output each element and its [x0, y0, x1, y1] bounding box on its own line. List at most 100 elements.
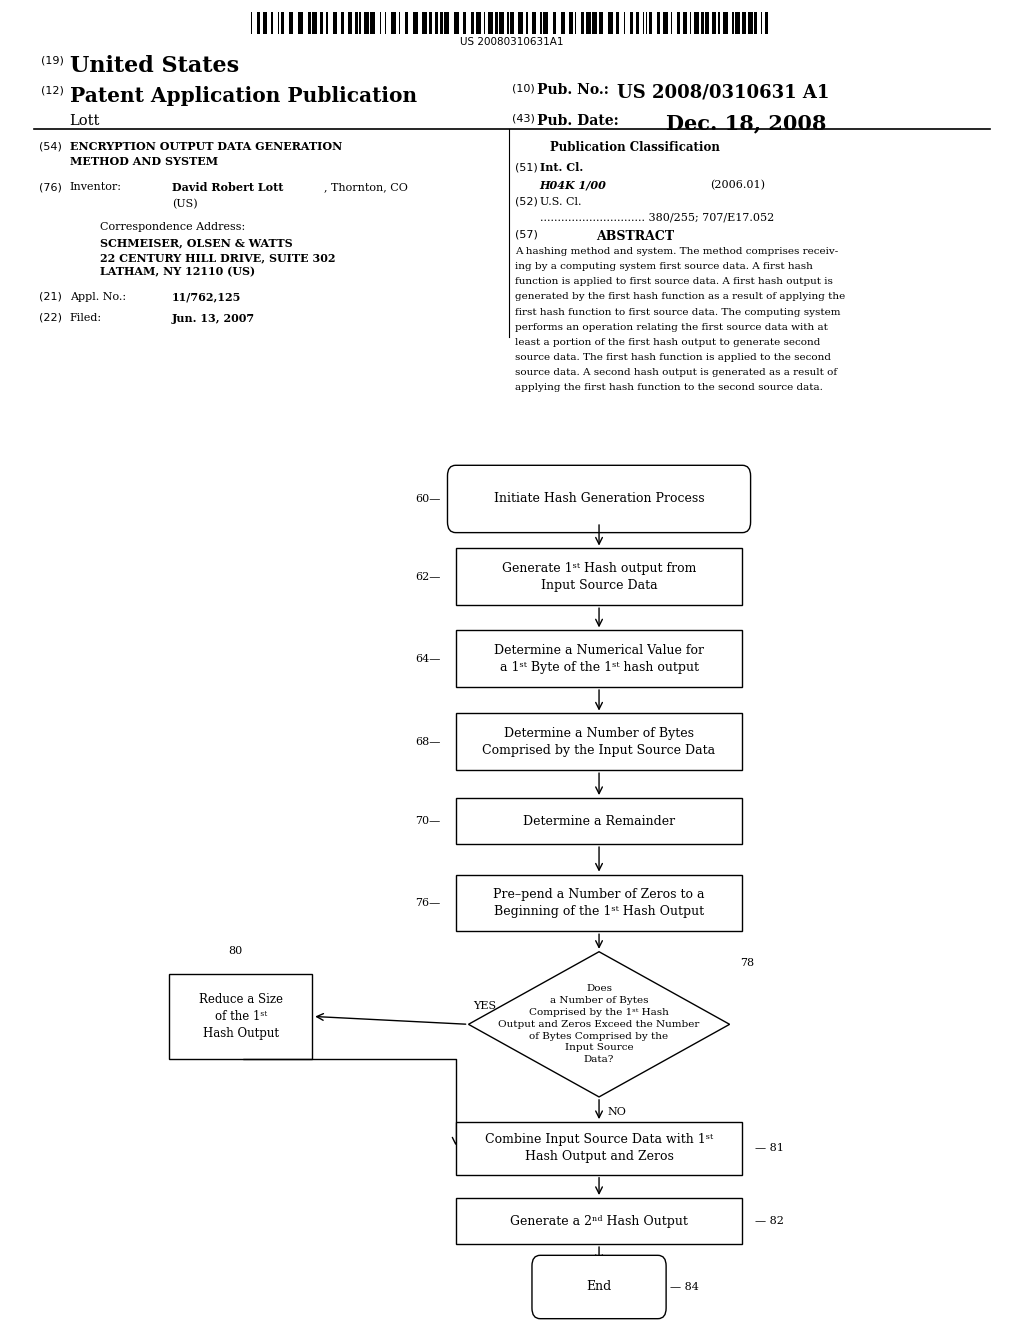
- Text: ing by a computing system first source data. A first hash: ing by a computing system first source d…: [515, 261, 813, 271]
- Bar: [761, 12, 762, 34]
- Bar: [748, 12, 753, 34]
- Text: source data. The first hash function is applied to the second: source data. The first hash function is …: [515, 354, 831, 362]
- Bar: [690, 12, 691, 34]
- Text: 62—: 62—: [415, 572, 440, 582]
- Bar: [656, 12, 659, 34]
- Bar: [413, 12, 418, 34]
- Text: (43): (43): [512, 114, 535, 124]
- Bar: [348, 12, 351, 34]
- Text: (2006.01): (2006.01): [710, 180, 765, 190]
- Text: Jun. 13, 2007: Jun. 13, 2007: [172, 313, 255, 323]
- Text: LATHAM, NY 12110 (US): LATHAM, NY 12110 (US): [100, 267, 255, 277]
- Bar: [663, 12, 668, 34]
- Bar: [371, 12, 375, 34]
- Text: US 20080310631A1: US 20080310631A1: [460, 37, 564, 48]
- Text: (54): (54): [39, 141, 61, 152]
- FancyBboxPatch shape: [447, 465, 751, 532]
- Bar: [439, 12, 442, 34]
- Text: U.S. Cl.: U.S. Cl.: [540, 197, 582, 207]
- Text: US 2008/0310631 A1: US 2008/0310631 A1: [617, 83, 829, 102]
- Bar: [755, 12, 758, 34]
- Bar: [341, 12, 344, 34]
- Text: Inventor:: Inventor:: [70, 182, 122, 193]
- Bar: [429, 12, 432, 34]
- Text: Does
a Number of Bytes
Comprised by the 1ˢᵗ Hash
Output and Zeros Exceed the Num: Does a Number of Bytes Comprised by the …: [499, 985, 699, 1064]
- Bar: [526, 12, 527, 34]
- Bar: [592, 12, 597, 34]
- Text: (12): (12): [41, 86, 63, 96]
- Text: Lott: Lott: [70, 114, 100, 128]
- Bar: [456, 1199, 742, 1243]
- Bar: [544, 12, 548, 34]
- Bar: [398, 12, 400, 34]
- Bar: [694, 12, 699, 34]
- Bar: [307, 12, 310, 34]
- Bar: [169, 974, 312, 1059]
- Bar: [471, 12, 474, 34]
- Bar: [561, 12, 565, 34]
- Text: Pub. No.:: Pub. No.:: [537, 83, 608, 98]
- Text: Combine Input Source Data with 1ˢᵗ
Hash Output and Zeros: Combine Input Source Data with 1ˢᵗ Hash …: [485, 1134, 713, 1163]
- Bar: [476, 12, 480, 34]
- FancyBboxPatch shape: [532, 1255, 666, 1319]
- Bar: [281, 12, 284, 34]
- Text: 68—: 68—: [415, 737, 440, 747]
- Text: Generate a 2ⁿᵈ Hash Output: Generate a 2ⁿᵈ Hash Output: [510, 1214, 688, 1228]
- Text: 78: 78: [739, 958, 754, 969]
- Bar: [507, 12, 509, 34]
- Text: 11/762,125: 11/762,125: [172, 292, 242, 302]
- Text: ABSTRACT: ABSTRACT: [596, 230, 674, 243]
- Bar: [700, 12, 703, 34]
- Text: Correspondence Address:: Correspondence Address:: [100, 222, 246, 232]
- Bar: [677, 12, 680, 34]
- Bar: [257, 12, 260, 34]
- Text: function is applied to first source data. A first hash output is: function is applied to first source data…: [515, 277, 833, 286]
- Text: Generate 1ˢᵗ Hash output from
Input Source Data: Generate 1ˢᵗ Hash output from Input Sour…: [502, 562, 696, 591]
- Bar: [608, 12, 612, 34]
- Bar: [532, 12, 536, 34]
- Bar: [671, 12, 673, 34]
- Bar: [598, 12, 603, 34]
- Bar: [624, 12, 626, 34]
- Text: first hash function to first source data. The computing system: first hash function to first source data…: [515, 308, 841, 317]
- Bar: [365, 12, 369, 34]
- Bar: [500, 12, 504, 34]
- Bar: [735, 12, 740, 34]
- Text: Pub. Date:: Pub. Date:: [537, 114, 618, 128]
- Text: performs an operation relating the first source data with at: performs an operation relating the first…: [515, 323, 828, 331]
- Bar: [741, 12, 746, 34]
- Bar: [251, 12, 253, 34]
- Bar: [271, 12, 273, 34]
- Bar: [649, 12, 652, 34]
- Bar: [568, 12, 573, 34]
- Bar: [278, 12, 280, 34]
- Bar: [422, 12, 427, 34]
- Bar: [263, 12, 266, 34]
- Text: — 81: — 81: [755, 1143, 783, 1154]
- Bar: [385, 12, 386, 34]
- Text: Publication Classification: Publication Classification: [550, 141, 720, 154]
- Bar: [406, 12, 409, 34]
- Bar: [444, 12, 450, 34]
- Text: 64—: 64—: [415, 653, 440, 664]
- Text: source data. A second hash output is generated as a result of: source data. A second hash output is gen…: [515, 368, 838, 378]
- Text: SCHMEISER, OLSEN & WATTS: SCHMEISER, OLSEN & WATTS: [100, 238, 293, 248]
- Text: — 82: — 82: [755, 1216, 783, 1226]
- Bar: [456, 631, 742, 686]
- Bar: [553, 12, 556, 34]
- Text: 70—: 70—: [415, 816, 440, 826]
- Bar: [456, 713, 742, 771]
- Text: Reduce a Size
of the 1ˢᵗ
Hash Output: Reduce a Size of the 1ˢᵗ Hash Output: [199, 993, 283, 1040]
- Bar: [510, 12, 514, 34]
- Text: End: End: [587, 1280, 611, 1294]
- Text: ENCRYPTION OUTPUT DATA GENERATION
METHOD AND SYSTEM: ENCRYPTION OUTPUT DATA GENERATION METHOD…: [70, 141, 342, 166]
- Text: (76): (76): [39, 182, 61, 193]
- Bar: [615, 12, 618, 34]
- Text: NO: NO: [607, 1107, 626, 1118]
- Bar: [391, 12, 395, 34]
- Text: Appl. No.:: Appl. No.:: [70, 292, 126, 302]
- Text: (US): (US): [172, 199, 198, 210]
- Text: (52): (52): [515, 197, 538, 207]
- Text: Patent Application Publication: Patent Application Publication: [70, 86, 417, 106]
- Text: Filed:: Filed:: [70, 313, 101, 323]
